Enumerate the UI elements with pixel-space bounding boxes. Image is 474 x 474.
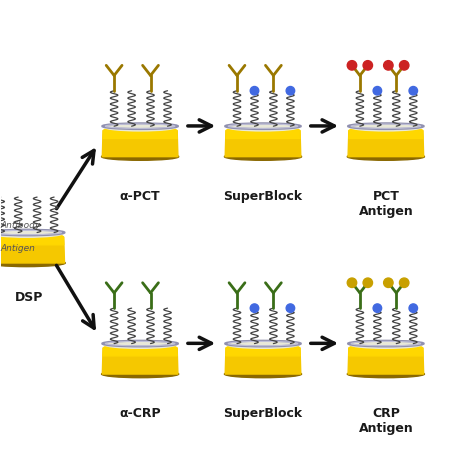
Circle shape <box>383 61 393 70</box>
Ellipse shape <box>226 126 300 135</box>
Ellipse shape <box>0 229 63 237</box>
Text: SuperBlock: SuperBlock <box>223 190 302 203</box>
Polygon shape <box>103 348 177 356</box>
Ellipse shape <box>0 233 64 241</box>
Circle shape <box>409 304 418 312</box>
Ellipse shape <box>227 123 299 131</box>
Circle shape <box>373 304 382 312</box>
Polygon shape <box>348 348 424 374</box>
Ellipse shape <box>101 370 179 378</box>
Polygon shape <box>349 131 423 138</box>
Text: α-CRP: α-CRP <box>119 407 161 420</box>
Polygon shape <box>226 348 300 356</box>
Circle shape <box>250 304 259 312</box>
Circle shape <box>383 278 393 287</box>
Polygon shape <box>0 237 64 245</box>
Ellipse shape <box>347 370 424 378</box>
Circle shape <box>347 61 357 70</box>
Ellipse shape <box>347 153 424 160</box>
Circle shape <box>400 278 409 287</box>
Text: CRP
Antigen: CRP Antigen <box>358 407 413 435</box>
Text: SuperBlock: SuperBlock <box>223 407 302 420</box>
Ellipse shape <box>104 123 176 131</box>
Ellipse shape <box>104 340 176 348</box>
Ellipse shape <box>103 344 177 353</box>
Circle shape <box>409 86 418 95</box>
Ellipse shape <box>101 153 179 160</box>
Ellipse shape <box>224 153 301 160</box>
Circle shape <box>373 86 382 95</box>
Ellipse shape <box>227 340 299 348</box>
Polygon shape <box>102 348 178 374</box>
Polygon shape <box>102 131 178 156</box>
Ellipse shape <box>103 126 177 135</box>
Text: α-PCT: α-PCT <box>120 190 160 203</box>
Ellipse shape <box>0 259 65 267</box>
Text: Antigen: Antigen <box>0 244 36 253</box>
Ellipse shape <box>349 344 422 353</box>
Ellipse shape <box>224 370 301 378</box>
Polygon shape <box>226 131 300 138</box>
Polygon shape <box>348 131 424 156</box>
Ellipse shape <box>350 123 422 131</box>
Text: Antibody: Antibody <box>0 221 41 230</box>
Ellipse shape <box>350 340 422 348</box>
Ellipse shape <box>226 344 300 353</box>
Circle shape <box>250 86 259 95</box>
Text: DSP: DSP <box>15 292 43 304</box>
Circle shape <box>363 61 373 70</box>
Circle shape <box>347 278 357 287</box>
Polygon shape <box>103 131 177 138</box>
Polygon shape <box>225 348 301 374</box>
Ellipse shape <box>349 126 422 135</box>
Circle shape <box>286 304 295 312</box>
Polygon shape <box>0 237 64 263</box>
Circle shape <box>363 278 373 287</box>
Polygon shape <box>349 348 423 356</box>
Polygon shape <box>225 131 301 156</box>
Circle shape <box>286 86 295 95</box>
Text: PCT
Antigen: PCT Antigen <box>358 190 413 218</box>
Circle shape <box>400 61 409 70</box>
